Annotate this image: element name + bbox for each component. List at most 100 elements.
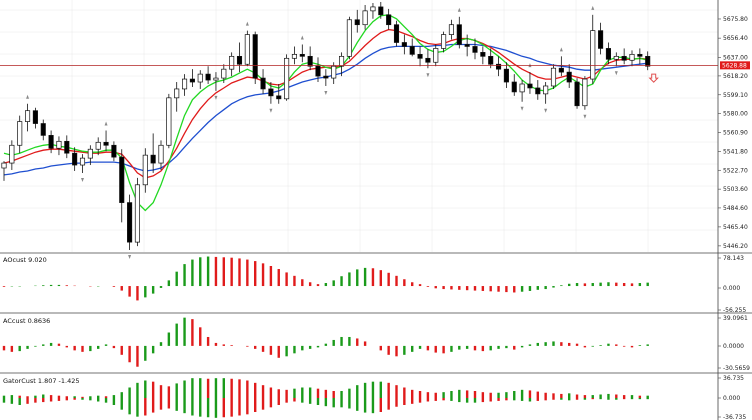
candle-body	[503, 68, 509, 83]
price-axes: 5675.80 5656.40 5637.00 5618.20 5599.10 5580.…	[718, 16, 750, 420]
fractal-down-arrow	[583, 114, 587, 119]
fractal-down-arrow	[426, 73, 430, 78]
fractal-up-arrow	[104, 121, 108, 126]
sell-signal-arrow	[648, 73, 659, 83]
fractal-up-arrow	[245, 21, 249, 26]
candle-body	[25, 110, 31, 122]
candle-body	[480, 52, 486, 57]
candle-body	[582, 78, 588, 107]
fractal-down-arrow	[128, 255, 132, 260]
fractal-up-arrow	[300, 35, 304, 40]
candle-body	[362, 10, 368, 26]
fractal-down-arrow	[544, 108, 548, 113]
ac-axis-label: -30.5659	[723, 365, 750, 372]
candle-body	[182, 78, 188, 90]
fractal-down-arrow	[324, 90, 328, 95]
candle-body	[119, 156, 125, 203]
price-axis-label: 5580.00	[723, 111, 748, 118]
candle-body	[87, 148, 93, 159]
indicator-histograms	[2, 256, 649, 418]
candle-body	[307, 55, 313, 67]
candle-body	[550, 67, 557, 87]
candle-body	[315, 65, 321, 77]
candle-body	[464, 44, 470, 47]
chart-grid	[0, 0, 718, 252]
alligator-lines	[3, 14, 648, 212]
ao-axis-label: 0.000	[723, 285, 740, 292]
candle-body	[166, 97, 172, 146]
candles	[1, 1, 651, 251]
alligator-lips-line	[3, 14, 648, 212]
fractal-up-arrow	[457, 7, 461, 12]
candle-body	[197, 73, 203, 83]
ao-axis-label: -56.255	[723, 307, 746, 314]
candle-body	[134, 184, 141, 243]
price-axis-label: 5656.40	[723, 35, 748, 42]
candle-body	[519, 83, 525, 93]
current-price-badge-text: 5628.88	[722, 63, 747, 70]
fractal-arrows	[26, 5, 659, 260]
candle-body	[40, 123, 46, 136]
candle-body	[417, 54, 423, 59]
candle-body	[605, 48, 612, 60]
candle-body	[221, 68, 227, 79]
candle-body	[127, 202, 133, 243]
candle-body	[189, 78, 195, 83]
candle-body	[229, 55, 235, 70]
price-axis-label: 5541.80	[723, 148, 748, 155]
candle-body	[558, 67, 564, 73]
candle-body	[9, 144, 15, 164]
fractal-up-arrow	[26, 94, 30, 99]
candle-body	[629, 54, 635, 61]
candle-body	[205, 73, 211, 81]
price-axis-label: 5484.60	[723, 205, 748, 212]
candle-body	[386, 14, 392, 26]
ao-label: AOcust 9.020	[3, 256, 47, 264]
fractal-up-arrow	[559, 47, 563, 52]
candle-body	[535, 87, 541, 95]
candle-body	[32, 110, 38, 124]
fractal-down-arrow	[614, 71, 618, 76]
ac-axis-label: 39.0961	[723, 315, 748, 322]
candle-body	[590, 30, 596, 80]
candle-body	[236, 55, 243, 65]
candle-body	[637, 54, 643, 57]
candle-body	[95, 141, 101, 150]
fractal-down-arrow	[520, 106, 524, 111]
candle-body	[260, 77, 266, 90]
candle-body	[79, 157, 86, 166]
alligator-jaw-line	[3, 43, 648, 176]
candle-body	[527, 83, 533, 89]
candle-body	[393, 24, 400, 43]
fractal-down-arrow	[214, 95, 218, 100]
candle-body	[472, 46, 478, 53]
candle-body	[48, 135, 54, 149]
price-axis-label: 5522.70	[723, 167, 748, 174]
gator-axis-label: 36.735	[723, 375, 744, 382]
candle-body	[213, 77, 219, 81]
candle-body	[244, 34, 250, 65]
candle-body	[511, 81, 517, 93]
candle-body	[621, 55, 627, 61]
candle-body	[378, 6, 384, 16]
candle-body	[323, 75, 329, 79]
candle-body	[103, 141, 109, 146]
ao-axis-label: 78.143	[723, 255, 744, 262]
candle-body	[456, 24, 462, 45]
candle-body	[645, 55, 651, 67]
fractal-down-arrow	[269, 108, 273, 113]
current-price-badge	[720, 61, 750, 70]
price-axis-label: 5637.00	[723, 54, 748, 61]
candle-body	[299, 54, 305, 57]
candle-body	[150, 154, 156, 164]
candle-body	[543, 85, 549, 95]
candle-body	[448, 24, 455, 35]
candle-body	[598, 30, 604, 49]
price-axis-label: 5618.20	[723, 73, 748, 80]
alligator-teeth-line	[3, 28, 648, 179]
current-price-line: 5628.88	[0, 61, 750, 70]
candle-body	[174, 88, 180, 99]
fractal-up-arrow	[591, 5, 595, 10]
